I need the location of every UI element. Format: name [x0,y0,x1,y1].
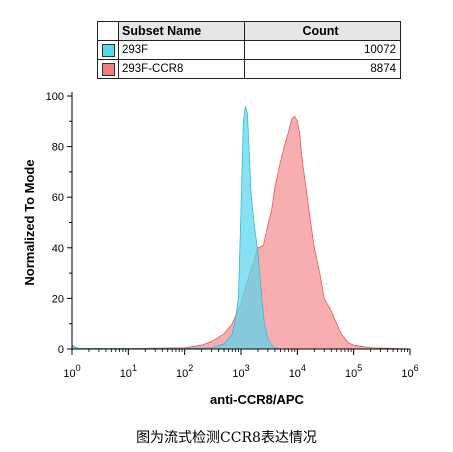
y-tick-label-60: 60 [52,192,64,204]
legend-swatch-293f [101,43,115,57]
x-axis-title: anti-CCR8/APC [210,392,305,407]
x-tick-label-3: 103 [232,363,249,380]
y-tick-label-100: 100 [46,91,64,103]
y-tick-label-80: 80 [52,142,64,154]
x-tick-label-1: 101 [120,363,137,380]
legend-row-293f: 293F 10072 [97,40,401,60]
legend-name-293f-ccr8: 293F-CCR8 [118,59,245,79]
x-tick-label-5: 105 [345,363,362,380]
y-tick-label-20: 20 [52,293,64,305]
figure-caption: 图为流式检测CCR8表达情况 [136,430,317,446]
y-tick-label-40: 40 [52,243,64,255]
subset-legend-table: Subset Name Count 293F 10072 293F-CCR8 8… [97,21,401,79]
legend-header-count: Count [244,21,401,41]
legend-count-293f-ccr8: 8874 [244,59,401,79]
x-tick-label-6: 106 [401,363,418,380]
legend-header-swatch [97,21,119,41]
histogram-chart: 0 20 40 60 80 100 100 101 102 103 104 105 106 anti-CC… [22,91,419,407]
legend-swatch-293f-ccr8 [101,62,115,76]
legend-row-293f-ccr8: 293F-CCR8 8874 [97,59,401,79]
legend-header-name: Subset Name [118,21,245,41]
legend-count-293f: 10072 [244,40,401,60]
legend-header-row: Subset Name Count [97,21,401,41]
legend-name-293f: 293F [118,40,245,60]
series-area-293f-ccr8 [71,115,411,350]
x-tick-label-4: 104 [289,363,306,380]
x-tick-label-0: 100 [63,363,80,380]
x-tick-label-2: 102 [176,363,193,380]
series-area-293f [71,106,281,350]
y-tick-label-0: 0 [58,344,64,356]
y-axis-title: Normalized To Mode [22,159,37,285]
